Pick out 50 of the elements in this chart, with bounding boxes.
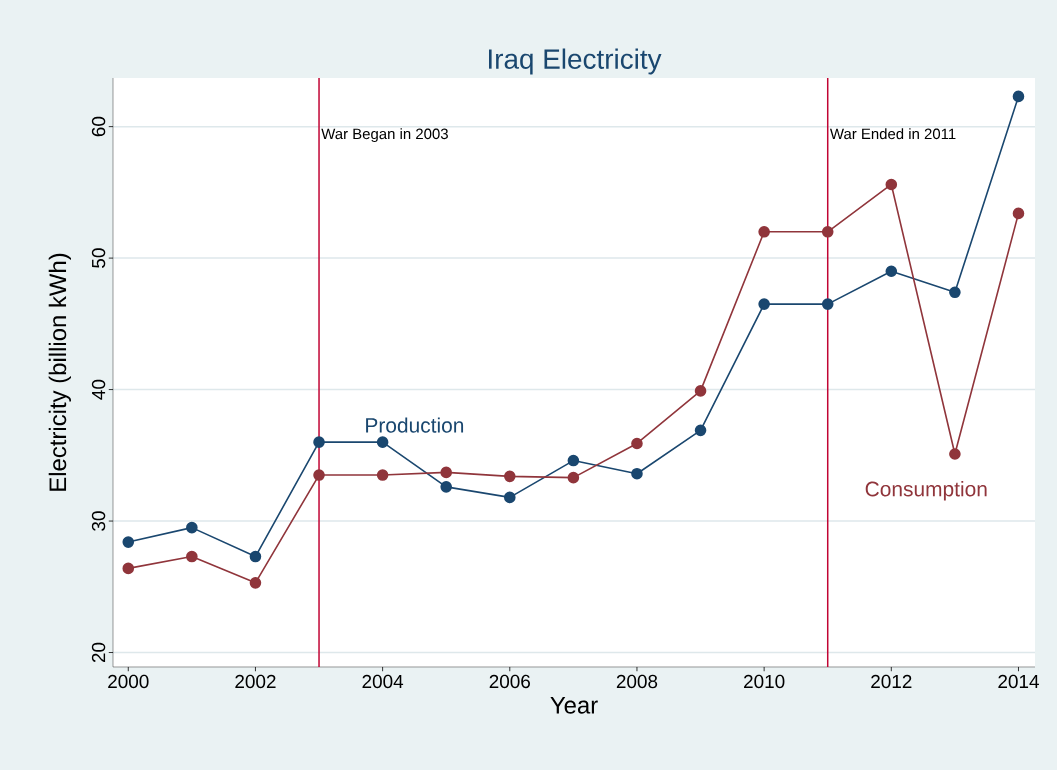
chart-title: Iraq Electricity: [489, 48, 662, 75]
series-label: Consumption: [865, 481, 987, 501]
point: [1012, 207, 1025, 220]
x-tick-label: 2014: [998, 674, 1039, 689]
x-tick-label: 2006: [489, 674, 530, 689]
point: [758, 298, 770, 310]
point: [313, 469, 325, 481]
point: [885, 265, 898, 278]
point: [249, 550, 262, 563]
point: [503, 491, 516, 504]
y-tick-label: 40: [91, 379, 106, 400]
point: [631, 467, 643, 480]
point: [567, 454, 580, 467]
point: [821, 226, 834, 238]
y-tick-label: 30: [91, 511, 106, 531]
point: [567, 471, 580, 484]
point: [758, 226, 770, 238]
point: [1012, 90, 1025, 103]
point: [186, 550, 198, 563]
point: [503, 470, 516, 483]
series-label: Production: [366, 417, 464, 433]
y-axis-title: Electricity (billion kWh): [48, 253, 71, 491]
ref-line-label: War Began in 2003: [321, 128, 448, 143]
point: [122, 562, 135, 575]
y-tick-label: 60: [91, 116, 106, 137]
point: [694, 385, 707, 397]
point: [949, 286, 961, 299]
point: [313, 436, 325, 448]
x-tick-label: 2008: [616, 674, 658, 689]
point: [949, 448, 961, 460]
x-tick-label: 2002: [235, 674, 276, 689]
x-tick-label: 2004: [362, 674, 404, 689]
x-axis-title: Year: [550, 696, 598, 714]
x-tick-label: 2010: [744, 674, 785, 689]
point: [440, 481, 452, 493]
point: [631, 437, 643, 450]
y-tick-label: 50: [91, 248, 106, 268]
x-tick-label: 2000: [108, 674, 149, 689]
point: [376, 469, 389, 481]
point: [694, 424, 707, 437]
ref-line-label: War Ended in 2011: [829, 128, 956, 140]
point: [122, 536, 135, 548]
point: [186, 521, 198, 534]
point: [376, 436, 389, 448]
x-tick-label: 2012: [871, 674, 912, 689]
point: [821, 298, 834, 310]
point: [440, 466, 452, 479]
point: [249, 577, 262, 589]
point: [885, 178, 898, 191]
y-tick-label: 20: [91, 642, 106, 663]
